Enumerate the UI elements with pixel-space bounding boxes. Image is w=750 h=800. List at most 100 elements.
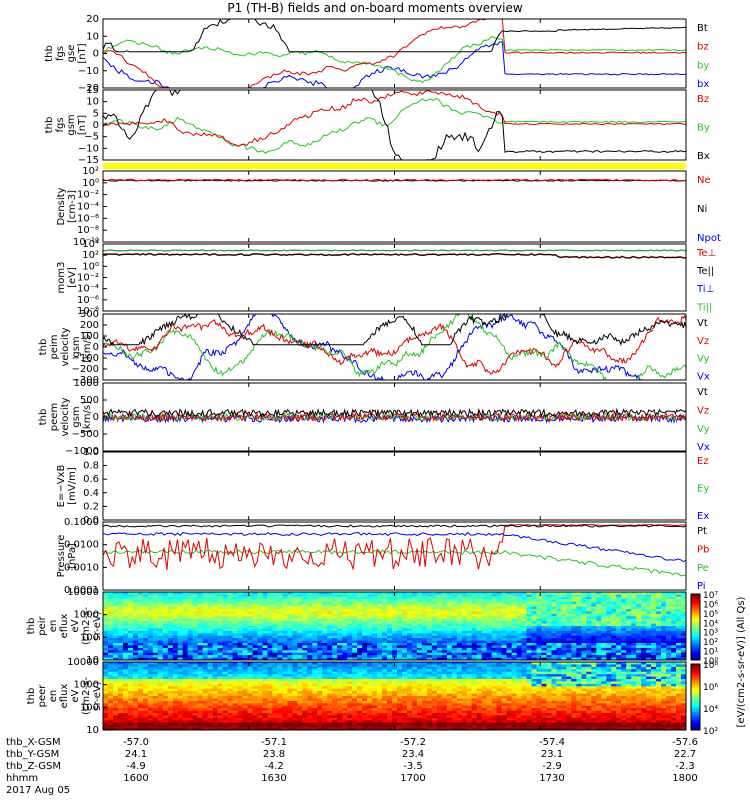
spectrogram-cell [167, 666, 174, 670]
spectrogram-cell [382, 671, 388, 675]
spectrogram-cell [511, 594, 517, 598]
spectrogram-cell [616, 645, 622, 649]
spectrogram-cell [217, 640, 223, 644]
spectrogram-cell [362, 609, 368, 612]
spectrogram-cell [162, 652, 169, 656]
spectrogram-cell [127, 652, 134, 656]
spectrogram-cell [227, 666, 233, 670]
spectrogram-cell [327, 715, 333, 719]
spectrogram-cell [113, 703, 119, 706]
spectrogram-cell [257, 650, 263, 653]
spectrogram-cell [317, 700, 323, 704]
spectrogram-cell [152, 652, 159, 656]
spectrogram-cell [147, 626, 154, 629]
spectrogram-cell [142, 604, 149, 607]
spectrogram-cell [606, 601, 612, 605]
spectrogram-cell [372, 609, 378, 612]
spectrogram-cell [162, 676, 169, 680]
spectrogram-cell [187, 652, 193, 656]
spectrogram-cell [242, 698, 248, 702]
spectrogram-cell [511, 645, 517, 649]
spectrogram-cell [416, 652, 423, 656]
spectrogram-cell [362, 662, 368, 665]
spectrogram-cell [342, 613, 348, 617]
spectrogram-cell [536, 609, 542, 612]
spectrogram-cell [621, 635, 627, 639]
spectrogram-cell [182, 621, 188, 624]
spectrogram-cell [347, 596, 353, 600]
spectrogram-cell [606, 611, 612, 615]
spectrogram-cell [257, 674, 263, 677]
spectrogram-cell [586, 592, 592, 595]
spectrogram-cell [272, 693, 278, 697]
spectrogram-cell [621, 628, 627, 632]
spectrogram-cell [212, 647, 218, 651]
spectrogram-cell [516, 621, 522, 624]
spectrogram-cell [197, 592, 203, 595]
quality-flag-bar [103, 163, 686, 169]
spectrogram-cell [551, 594, 557, 598]
spectrogram-cell [456, 609, 463, 612]
spectrogram-cell [521, 657, 527, 661]
spectrogram-cell [352, 643, 358, 646]
spectrogram-cell [237, 686, 243, 689]
spectrogram-cell [212, 691, 218, 694]
spectrogram-cell [601, 601, 607, 605]
spectrogram-cell [357, 698, 363, 702]
spectrogram-cell [132, 683, 139, 687]
spectrogram-cell [202, 722, 208, 726]
spectrogram-cell [232, 669, 238, 672]
spectrogram-cell [202, 705, 208, 709]
spectrogram-cell [252, 727, 258, 731]
spectrogram-cell [387, 700, 393, 704]
spectrogram-cell [591, 592, 597, 595]
spectrogram-cell [127, 657, 134, 661]
spectrogram-cell [521, 650, 527, 653]
spectrogram-cell [337, 671, 343, 675]
spectrogram-cell [596, 609, 602, 612]
spectrogram-cell [113, 618, 119, 622]
spectrogram-cell [636, 618, 642, 622]
spectrogram-cell [586, 635, 592, 639]
spectrogram-cell [372, 599, 378, 602]
spectrogram-cell [501, 623, 507, 627]
spectrogram-cell [352, 715, 358, 719]
spectrogram-cell [431, 630, 438, 634]
spectrogram-cell [421, 635, 428, 639]
spectrogram-cell [302, 669, 308, 672]
spectrogram-cell [397, 688, 403, 692]
spectrogram-cell [267, 650, 273, 653]
spectrogram-cell [362, 669, 368, 672]
spectrogram-cell [367, 727, 373, 731]
spectrogram-cell [322, 727, 328, 731]
spectrogram-cell [257, 630, 263, 634]
spectrogram-cell [177, 717, 183, 721]
spectrogram-cell [292, 650, 298, 653]
spectrogram-cell [287, 671, 293, 675]
spectrogram-cell [431, 609, 438, 612]
spectrogram-cell [132, 609, 139, 612]
spectrogram-cell [377, 725, 383, 728]
spectrogram-cell [222, 691, 228, 694]
spectrogram-cell [461, 633, 468, 636]
spectrogram-cell [436, 633, 443, 636]
spectrogram-cell [272, 652, 278, 656]
spectrogram-cell [397, 596, 403, 600]
spectrogram-cell [307, 669, 313, 672]
spectrogram-cell [436, 640, 443, 644]
spectrogram-cell [666, 623, 672, 627]
spectrogram-cell [581, 657, 587, 661]
spectrogram-cell [103, 722, 109, 726]
spectrogram-cell [113, 688, 119, 692]
spectrogram-cell [676, 609, 682, 612]
spectrogram-cell [681, 630, 687, 634]
spectrogram-cell [147, 698, 154, 702]
spectrogram-cell [347, 618, 353, 622]
spectrogram-cell [387, 613, 393, 617]
spectrogram-cell [387, 601, 393, 605]
spectrogram-cell [307, 618, 313, 622]
spectrogram-cell [257, 611, 263, 615]
spectrogram-cell [237, 621, 243, 624]
spectrogram-cell [546, 623, 552, 627]
spectrogram-cell [237, 647, 243, 651]
